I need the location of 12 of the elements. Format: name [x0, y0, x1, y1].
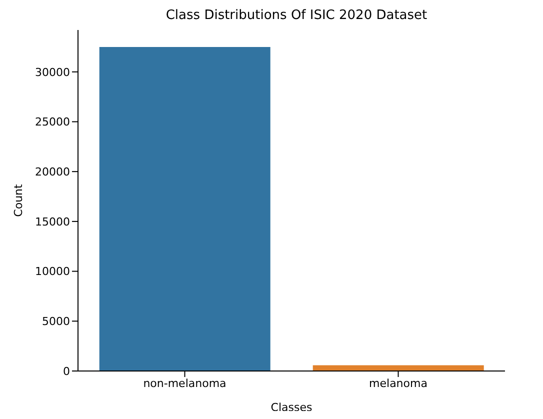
y-tick-label: 20000 [35, 165, 70, 178]
chart-title: Class Distributions Of ISIC 2020 Dataset [164, 8, 428, 25]
y-tick-label: 0 [63, 364, 70, 378]
y-tick-label: 30000 [35, 66, 70, 79]
x-tick-label: melanoma [369, 376, 428, 390]
y-tick-label: 5000 [42, 315, 70, 328]
y-tick-label: 15000 [35, 215, 70, 228]
x-axis-title: Classes [270, 401, 312, 414]
y-tick-label: 10000 [35, 265, 70, 278]
x-tick-label: non-melanoma [143, 376, 226, 390]
y-tick-label: 25000 [35, 116, 70, 129]
y-axis-title: Count [12, 183, 25, 217]
